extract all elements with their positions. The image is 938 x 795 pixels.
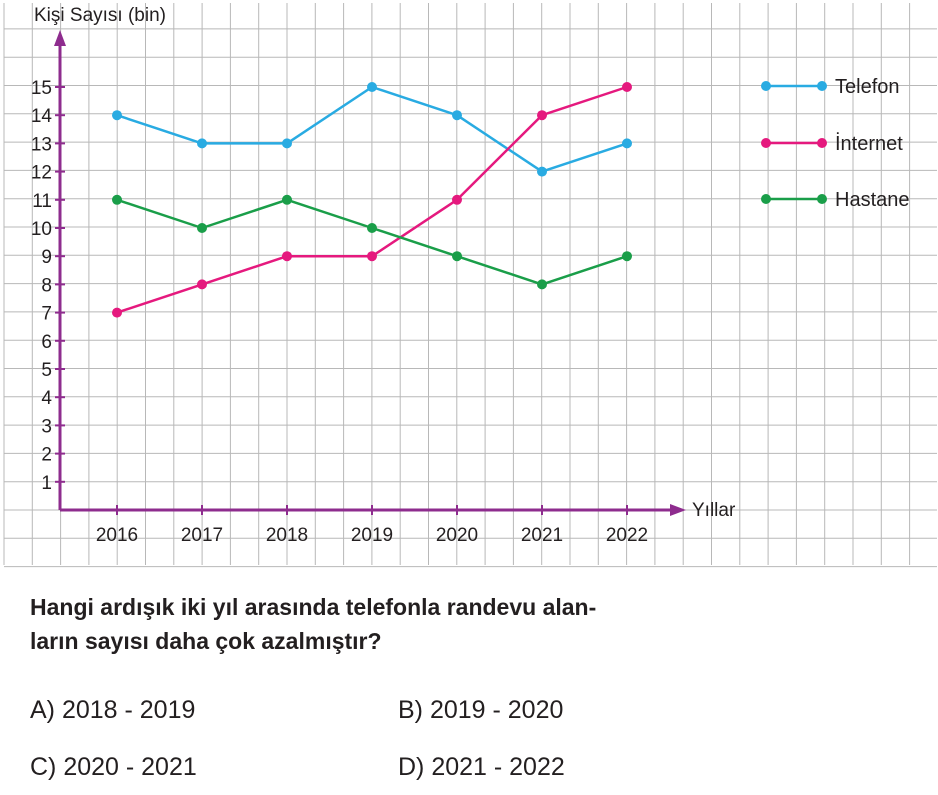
y-tick-label: 11 bbox=[32, 191, 52, 212]
internet-data-point bbox=[622, 82, 632, 92]
telefon-data-point bbox=[622, 138, 632, 149]
internet-data-point bbox=[367, 251, 377, 262]
telefon-data-point bbox=[367, 82, 377, 92]
hastane-data-point bbox=[112, 194, 122, 205]
option-d[interactable]: D) 2021 - 2022 bbox=[398, 753, 565, 781]
hastane-data-point bbox=[537, 279, 547, 290]
y-tick-label: 12 bbox=[31, 163, 52, 184]
x-tick-label: 2018 bbox=[266, 525, 308, 546]
telefon-legend-marker-end bbox=[817, 81, 827, 91]
hastane-legend-label: Hastane bbox=[835, 189, 910, 211]
hastane-legend-marker-end bbox=[817, 194, 827, 204]
y-tick-label: 6 bbox=[41, 332, 52, 353]
option-c[interactable]: C) 2020 - 2021 bbox=[30, 753, 197, 781]
internet-legend-marker-start bbox=[761, 138, 771, 148]
y-tick-label: 5 bbox=[41, 360, 52, 381]
hastane-data-point bbox=[367, 223, 377, 233]
x-axis-ticks: 2016 2017 2018 2019 2020 2021 2022 bbox=[96, 505, 648, 546]
chart-grid bbox=[3, 3, 937, 568]
y-tick-label: 15 bbox=[31, 78, 52, 99]
option-b[interactable]: B) 2019 - 2020 bbox=[398, 696, 564, 724]
question-line-1: Hangi ardışık iki yıl arasında telefonla… bbox=[30, 594, 597, 620]
y-tick-label: 9 bbox=[41, 247, 52, 268]
x-tick-label: 2017 bbox=[181, 525, 223, 546]
internet-data-point bbox=[537, 110, 547, 121]
chart-legend: Telefon İnternet Hastane bbox=[761, 76, 910, 211]
y-tick-label: 3 bbox=[41, 416, 52, 437]
chart-series bbox=[112, 82, 632, 318]
y-tick-label: 14 bbox=[31, 106, 53, 127]
hastane-data-point bbox=[622, 251, 632, 262]
question-line-2: ların sayısı daha çok azalmıştır? bbox=[30, 628, 382, 654]
y-tick-label: 7 bbox=[41, 304, 52, 325]
x-tick-label: 2016 bbox=[96, 525, 138, 546]
telefon-legend-marker-start bbox=[761, 81, 771, 91]
y-tick-label: 8 bbox=[41, 275, 52, 296]
x-tick-label: 2020 bbox=[436, 525, 478, 546]
telefon-data-point bbox=[537, 166, 547, 177]
question-text: Hangi ardışık iki yıl arasında telefonla… bbox=[30, 590, 790, 658]
x-tick-label: 2022 bbox=[606, 525, 648, 546]
y-tick-label: 10 bbox=[31, 219, 52, 240]
x-axis-title: Yıllar bbox=[692, 500, 736, 521]
y-tick-label: 13 bbox=[31, 134, 52, 155]
hastane-data-point bbox=[197, 223, 207, 233]
chart-axes bbox=[54, 30, 686, 516]
y-tick-label: 2 bbox=[41, 445, 52, 466]
option-a[interactable]: A) 2018 - 2019 bbox=[30, 696, 196, 724]
telefon-data-point bbox=[197, 138, 207, 149]
x-axis-arrow bbox=[670, 504, 686, 516]
telefon-legend-label: Telefon bbox=[835, 76, 900, 98]
x-tick-label: 2021 bbox=[521, 525, 563, 546]
y-tick-label: 1 bbox=[41, 473, 52, 494]
y-tick-label: 4 bbox=[41, 388, 52, 409]
y-axis-arrow bbox=[54, 30, 66, 46]
hastane-data-point bbox=[282, 194, 292, 205]
internet-data-point bbox=[112, 307, 122, 318]
telefon-data-point bbox=[112, 110, 122, 121]
internet-legend-label: İnternet bbox=[835, 132, 903, 155]
telefon-data-point bbox=[282, 138, 292, 149]
hastane-legend-marker-start bbox=[761, 194, 771, 204]
hastane-data-point bbox=[452, 251, 462, 262]
x-tick-label: 2019 bbox=[351, 525, 393, 546]
internet-data-point bbox=[197, 279, 207, 290]
internet-data-point bbox=[282, 251, 292, 262]
y-axis-title: Kişi Sayısı (bin) bbox=[34, 5, 166, 26]
internet-legend-marker-end bbox=[817, 138, 827, 148]
telefon-data-point bbox=[452, 110, 462, 121]
internet-data-point bbox=[452, 194, 462, 205]
